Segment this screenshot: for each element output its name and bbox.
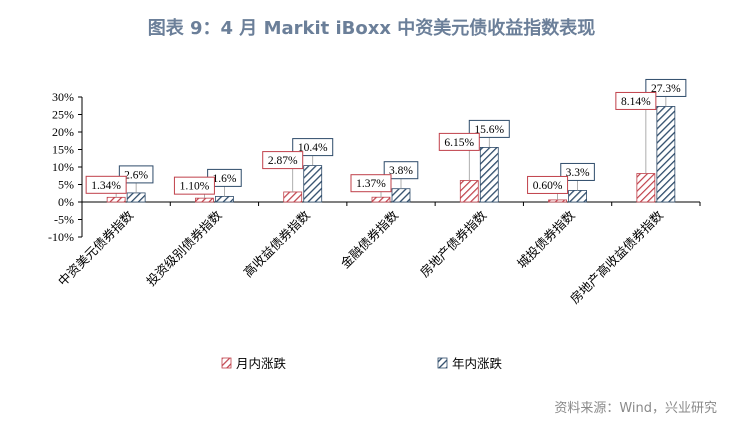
bar-month-change: [283, 191, 303, 203]
source-note: 资料来源：Wind，兴业研究: [554, 401, 717, 416]
legend-label: 月内涨跌: [236, 356, 287, 371]
data-label-box-month: [262, 151, 304, 170]
data-label-box-month: [615, 91, 657, 110]
legend-swatch: [221, 357, 232, 369]
data-label-ytd: 15.6%: [474, 124, 504, 136]
category-label: 城投债券指数: [514, 207, 578, 271]
data-label-ytd: 10.4%: [298, 142, 328, 154]
y-tick-label: 20%: [52, 125, 74, 139]
data-label-month: 1.34%: [91, 180, 121, 192]
data-label-month: 6.15%: [444, 137, 474, 149]
bars: [106, 106, 676, 203]
y-tick-label: -5%: [54, 213, 74, 227]
data-label-box-month: [438, 132, 480, 151]
data-labels: 2.6%1.34% 1.6%1.10% 10.4%2.87% 3.8%1.37% 15.…: [85, 78, 687, 200]
y-tick-label: 15%: [52, 143, 74, 157]
y-tick-label: 10%: [52, 160, 74, 174]
legend-item-month: 月内涨跌: [221, 356, 287, 371]
bar-month-change: [195, 197, 214, 203]
y-tick-label: 0%: [58, 195, 74, 209]
y-tick-label: 5%: [58, 178, 74, 192]
data-label-month: 8.14%: [621, 96, 651, 108]
data-label-ytd: 27.3%: [651, 83, 681, 95]
data-label-box-ytd: [383, 161, 419, 180]
data-label-month: 1.10%: [180, 181, 210, 193]
bar-ytd-change: [303, 165, 323, 203]
y-tick-label: 25%: [52, 108, 74, 122]
bar-ytd-change: [656, 106, 676, 203]
bar-month-change: [106, 196, 126, 203]
bar-ytd-change: [215, 195, 234, 203]
data-label-box-month: [173, 176, 215, 195]
legend-swatch: [437, 357, 448, 369]
bar-month-change: [548, 199, 567, 203]
bar-month-change: [371, 196, 391, 203]
category-labels: 中资美元债券指数 投资级别债券指数 高收益债券指数 金融债券指数 房地产债券指数 城投债券…: [55, 207, 666, 306]
bar-ytd-change: [479, 146, 499, 203]
data-label-box-month: [85, 175, 127, 194]
data-label-ytd: 1.6%: [212, 173, 236, 185]
category-label: 房地产债券指数: [417, 207, 490, 280]
y-tick-label: 30%: [52, 90, 74, 104]
data-label-month: 2.87%: [268, 155, 298, 167]
bar-ytd-change: [126, 192, 146, 203]
bar-month-change: [459, 180, 479, 203]
data-label-month: 0.60%: [533, 180, 563, 192]
data-label-ytd: 3.3%: [566, 167, 590, 179]
data-label-box-ytd: [118, 165, 154, 184]
category-label: 金融债券指数: [337, 207, 401, 271]
data-label-ytd: 2.6%: [124, 169, 148, 181]
bar-ytd-change: [568, 190, 587, 203]
category-label: 投资级别债券指数: [143, 207, 225, 289]
data-label-month: 1.37%: [356, 178, 386, 190]
legend: 月内涨跌 年内涨跌: [221, 356, 503, 371]
legend-item-ytd: 年内涨跌: [437, 356, 503, 371]
data-label-box-month: [527, 175, 569, 194]
data-label-box-month: [350, 174, 392, 193]
axes: 30% 25% 20% 15% 10% 5% 0% -5% -10%: [48, 90, 701, 244]
data-label-ytd: 3.8%: [389, 165, 413, 177]
data-label-box-ytd: [560, 162, 595, 181]
bar-month-change: [636, 173, 656, 203]
y-tick-label: -10%: [48, 230, 74, 244]
chart-title: 图表 9：4 月 Markit iBoxx 中资美元债收益指数表现: [147, 18, 596, 39]
category-label: 房地产高收益债券指数: [567, 207, 666, 306]
category-label: 高收益债券指数: [240, 207, 313, 280]
legend-label: 年内涨跌: [452, 356, 503, 371]
bar-ytd-change: [391, 188, 411, 203]
